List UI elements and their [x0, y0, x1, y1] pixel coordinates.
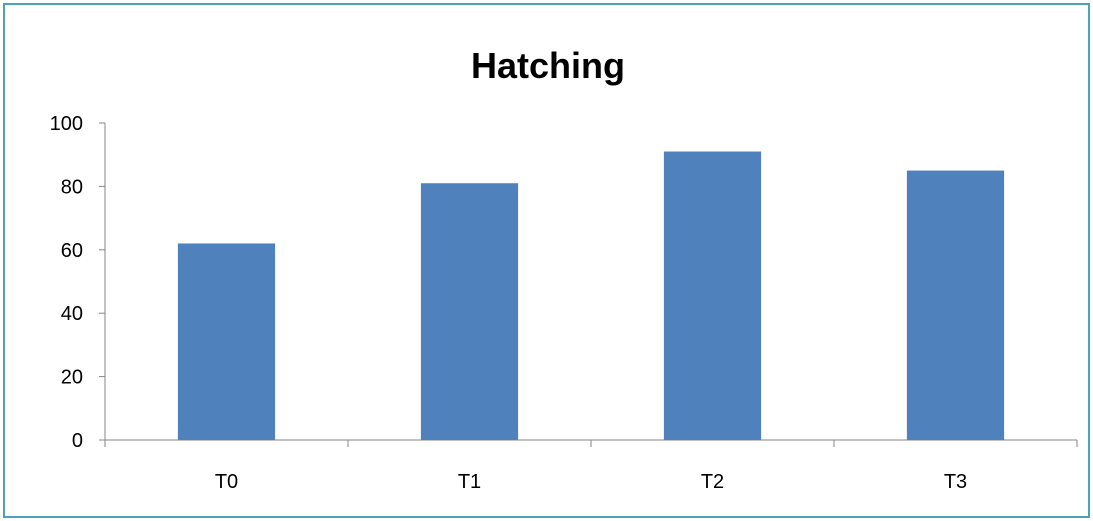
bar-t0 [177, 243, 276, 440]
x-axis: T0 T1 T2 T3 [104, 439, 1078, 493]
y-tick-label: 60 [61, 240, 83, 262]
y-tick-label: 20 [61, 367, 83, 389]
x-tick-label: T3 [944, 471, 967, 493]
x-tick-label: T1 [458, 471, 481, 493]
bars [177, 151, 1005, 441]
chart-title: Hatching [471, 45, 625, 86]
y-tick-label: 100 [50, 113, 83, 135]
y-axis: 0 20 40 60 80 100 [50, 113, 106, 452]
chart-frame: Hatching 0 20 40 60 80 100 T0 T1 T2 T3 [3, 3, 1090, 518]
bar-t2 [663, 151, 762, 440]
y-tick-label: 0 [72, 430, 83, 452]
x-tick-label: T2 [701, 471, 724, 493]
bar-t1 [420, 183, 519, 441]
x-tick-label: T0 [215, 471, 238, 493]
chart-svg: Hatching 0 20 40 60 80 100 T0 T1 T2 T3 [50, 45, 1078, 493]
y-tick-label: 80 [61, 176, 83, 198]
bar-t3 [906, 170, 1005, 441]
y-tick-label: 40 [61, 303, 83, 325]
